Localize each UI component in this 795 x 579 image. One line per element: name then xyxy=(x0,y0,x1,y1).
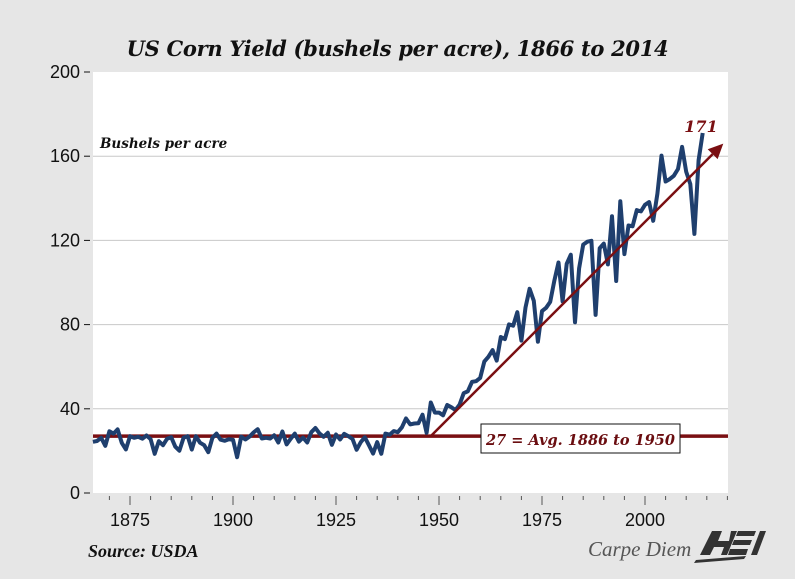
y-axis-label: Bushels per acre xyxy=(99,136,228,152)
x-tick-label: 1875 xyxy=(110,510,150,530)
y-tick-label: 40 xyxy=(60,399,80,419)
y-axis: 0 40 80 120 160 200 xyxy=(50,62,90,503)
aei-logo-icon xyxy=(694,531,766,563)
x-tick-label: 1900 xyxy=(213,510,253,530)
x-tick-label: 1950 xyxy=(419,510,459,530)
chart-title: US Corn Yield (bushels per acre), 1866 t… xyxy=(126,36,669,61)
average-label-box: 27 = Avg. 1886 to 1950 xyxy=(480,423,681,454)
x-axis: 1875 1900 1925 1950 1975 2000 xyxy=(108,496,728,530)
y-tick-label: 120 xyxy=(50,230,80,250)
y-tick-label: 0 xyxy=(70,483,80,503)
source-note: Source: USDA xyxy=(88,541,199,561)
brand-text: Carpe Diem xyxy=(588,537,692,561)
average-label: 27 = Avg. 1886 to 1950 xyxy=(485,432,675,449)
end-value-label: 171 xyxy=(684,117,717,136)
y-tick-label: 160 xyxy=(50,146,80,166)
x-tick-label: 1975 xyxy=(522,510,562,530)
x-tick-label: 1925 xyxy=(316,510,356,530)
trend-arrow-head xyxy=(707,143,724,160)
series-line-corn-yield xyxy=(92,132,705,460)
y-tick-label: 200 xyxy=(50,62,80,82)
trend-arrow-line xyxy=(429,153,714,438)
y-tick-label: 80 xyxy=(60,315,80,335)
x-tick-label: 2000 xyxy=(625,510,665,530)
